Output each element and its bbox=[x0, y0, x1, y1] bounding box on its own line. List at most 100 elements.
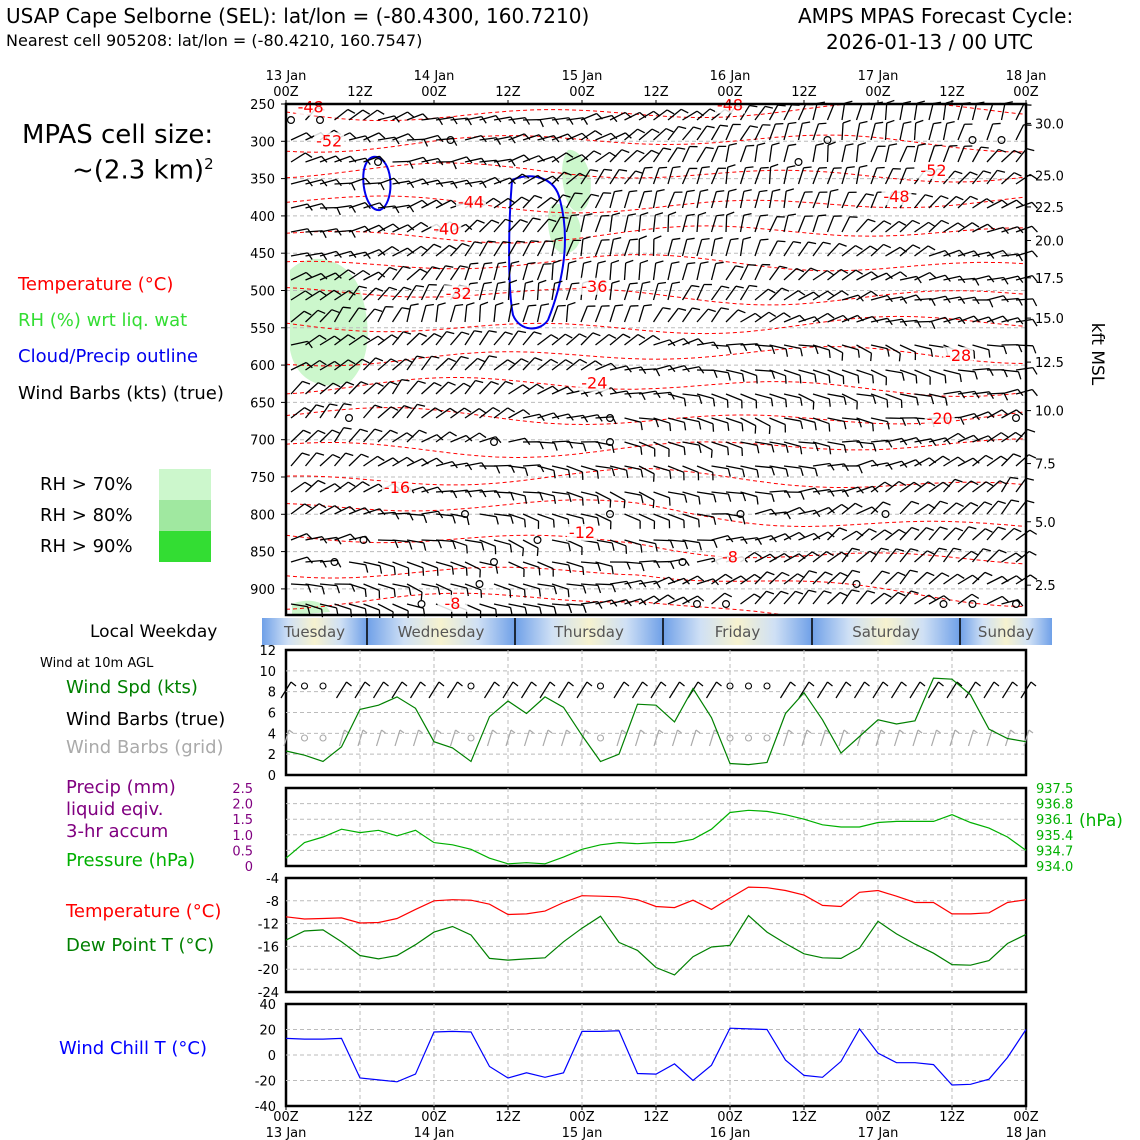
wind-barb-staff bbox=[537, 561, 554, 570]
wind-barb bbox=[522, 603, 543, 616]
wind-barb-staff bbox=[797, 570, 810, 585]
pressure-tick-label: 750 bbox=[250, 471, 275, 486]
wind-barb-staff bbox=[827, 314, 844, 323]
wind-barb-staff bbox=[841, 417, 859, 421]
wind-barb-staff bbox=[565, 215, 572, 233]
wind-barb bbox=[522, 280, 534, 301]
wind-barb-feather bbox=[479, 432, 487, 439]
wind-barb bbox=[522, 174, 545, 185]
wind-barb-staff bbox=[870, 103, 876, 121]
wind-barb-feather bbox=[824, 571, 833, 576]
wind-barb-feather bbox=[423, 542, 427, 551]
wind-barb bbox=[754, 465, 775, 476]
wind-barb bbox=[522, 583, 542, 597]
wind-barb-staff bbox=[667, 147, 678, 163]
wind-barb-staff bbox=[537, 358, 552, 371]
wind-barb-staff bbox=[1001, 317, 1019, 323]
wind-barb-staff bbox=[696, 465, 714, 473]
wind-barb-staff bbox=[740, 441, 758, 447]
wind-barb-staff bbox=[754, 465, 772, 469]
bottom-hour-label: 00Z bbox=[421, 1110, 447, 1125]
wind-barb bbox=[885, 220, 907, 233]
wind-barb bbox=[537, 465, 556, 479]
wind-barb bbox=[609, 149, 630, 163]
wind-barb bbox=[522, 134, 545, 142]
wind-barb-staff bbox=[536, 263, 545, 281]
wind-barb-feather bbox=[901, 418, 907, 427]
wind-barb bbox=[696, 237, 710, 257]
wind-barb-staff bbox=[827, 591, 841, 605]
wind-barb-feather bbox=[871, 375, 875, 384]
wind-barb-feather bbox=[539, 413, 545, 422]
wind-barb-staff bbox=[739, 285, 750, 301]
wind-barbs-true-label: Wind Barbs (true) bbox=[66, 709, 226, 730]
wind-barb-feather bbox=[1002, 295, 1009, 303]
wind-barb-feather bbox=[317, 429, 326, 435]
wind-barb-feather bbox=[1000, 432, 1009, 438]
wind-barb-feather bbox=[828, 375, 831, 384]
wind-barb-staff bbox=[1015, 318, 1033, 323]
wind-barb-feather bbox=[959, 249, 966, 257]
wind-barb-staff bbox=[957, 593, 973, 605]
wind-barb-staff bbox=[377, 603, 394, 613]
wind-barb-feather bbox=[1029, 173, 1038, 180]
wind-barb-feather bbox=[959, 391, 966, 399]
wind-barb-staff bbox=[623, 305, 632, 323]
wind-barb-staff bbox=[928, 123, 935, 141]
wind-barb-staff bbox=[522, 283, 527, 301]
wind-barb-feather bbox=[1003, 369, 1008, 378]
wind-barb-feather bbox=[841, 503, 849, 510]
precip-tick-label: 0.5 bbox=[232, 844, 253, 859]
grid-barb bbox=[486, 729, 494, 747]
wind-barb bbox=[536, 240, 554, 257]
wind-barb-staff bbox=[623, 262, 627, 281]
wind-barb bbox=[769, 590, 789, 605]
wind-barb-feather bbox=[548, 218, 557, 223]
wind-barb bbox=[899, 121, 912, 141]
wind-barb-feather bbox=[321, 203, 328, 211]
wind-barb bbox=[609, 333, 631, 346]
wind-barb-staff bbox=[957, 434, 974, 443]
grid-barb bbox=[671, 729, 679, 747]
wind-barb-feather bbox=[364, 202, 371, 209]
wind-barb bbox=[768, 265, 788, 281]
wind-barb bbox=[667, 165, 681, 185]
grid-barb-feather bbox=[899, 729, 904, 734]
wind-barb-feather bbox=[669, 470, 672, 479]
wind-barb-feather bbox=[927, 550, 935, 555]
wind-barb-staff bbox=[537, 155, 554, 163]
wind-barb-feather bbox=[379, 182, 385, 191]
wind-barb-staff bbox=[363, 428, 376, 443]
wind-barb bbox=[406, 199, 429, 209]
wind-barb-staff bbox=[595, 334, 610, 346]
wind-barb-staff bbox=[957, 171, 971, 185]
wind-barb-staff bbox=[870, 570, 883, 585]
wind-barb bbox=[319, 178, 342, 187]
wind10-barb-feather bbox=[401, 681, 408, 687]
wind-barb-feather bbox=[727, 422, 730, 431]
wind-barb bbox=[783, 188, 795, 209]
wind-barb-staff bbox=[493, 283, 499, 301]
grid-barb-feather bbox=[880, 729, 886, 734]
wind-barb-feather bbox=[666, 109, 675, 115]
wind-barb-feather bbox=[611, 280, 620, 284]
wind-barb-staff bbox=[667, 417, 685, 424]
wind-barb-feather bbox=[1010, 476, 1019, 480]
wind-barb bbox=[957, 390, 980, 399]
wind-barb-feather bbox=[756, 445, 760, 454]
wind-barb bbox=[856, 550, 878, 563]
wind-barb-staff bbox=[363, 357, 376, 371]
precip-tick-label: 2.5 bbox=[232, 782, 253, 797]
wind-barb-staff bbox=[522, 217, 534, 233]
wind-barb bbox=[667, 237, 681, 257]
grid-barb-feather bbox=[492, 729, 497, 734]
wind-barb bbox=[334, 269, 356, 281]
wind-barb bbox=[406, 303, 419, 323]
wind-barb bbox=[580, 305, 596, 323]
wind-barb-staff bbox=[681, 168, 690, 185]
wind-barb-feather bbox=[901, 438, 908, 446]
wind-barb-staff bbox=[406, 305, 412, 323]
wind-barb-feather bbox=[532, 217, 541, 221]
wind-barb-staff bbox=[841, 294, 859, 301]
wind-barb bbox=[696, 166, 710, 185]
